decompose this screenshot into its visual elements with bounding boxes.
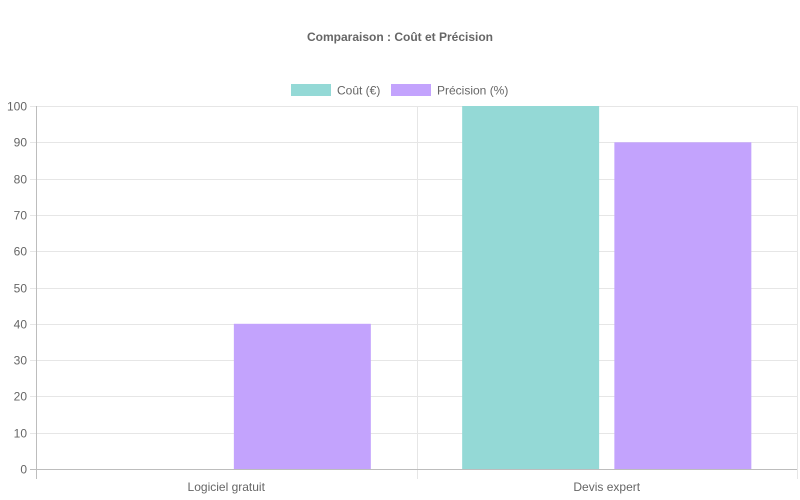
y-tick-label: 60 bbox=[14, 245, 28, 259]
y-tick-label: 100 bbox=[7, 100, 27, 114]
y-tick-label: 40 bbox=[14, 318, 28, 332]
x-tick-label: Devis expert bbox=[573, 480, 640, 494]
bar[interactable] bbox=[233, 323, 371, 469]
bars bbox=[233, 106, 752, 470]
y-tick-labels: 0 10 20 30 40 50 60 70 80 90 100 bbox=[7, 100, 27, 477]
legend: Coût (€) Précision (%) bbox=[291, 84, 508, 98]
legend-swatch-precision bbox=[391, 84, 431, 96]
legend-label-cout: Coût (€) bbox=[337, 84, 380, 98]
legend-label-precision: Précision (%) bbox=[437, 84, 508, 98]
bar[interactable] bbox=[462, 106, 600, 469]
legend-item-cout[interactable]: Coût (€) bbox=[291, 84, 380, 98]
legend-swatch-cout bbox=[291, 84, 331, 96]
gridlines bbox=[30, 106, 798, 479]
y-tick-label: 10 bbox=[14, 427, 28, 441]
y-tick-label: 70 bbox=[14, 209, 28, 223]
chart-title: Comparaison : Coût et Précision bbox=[307, 30, 493, 44]
y-tick-label: 20 bbox=[14, 390, 28, 404]
bar[interactable] bbox=[614, 142, 752, 470]
x-tick-labels: Logiciel gratuit Devis expert bbox=[188, 480, 641, 494]
y-tick-label: 50 bbox=[14, 282, 28, 296]
y-tick-label: 30 bbox=[14, 354, 28, 368]
y-tick-label: 0 bbox=[20, 463, 27, 477]
y-tick-label: 90 bbox=[14, 136, 28, 150]
legend-item-precision[interactable]: Précision (%) bbox=[391, 84, 508, 98]
y-tick-label: 80 bbox=[14, 173, 28, 187]
x-tick-label: Logiciel gratuit bbox=[188, 480, 266, 494]
